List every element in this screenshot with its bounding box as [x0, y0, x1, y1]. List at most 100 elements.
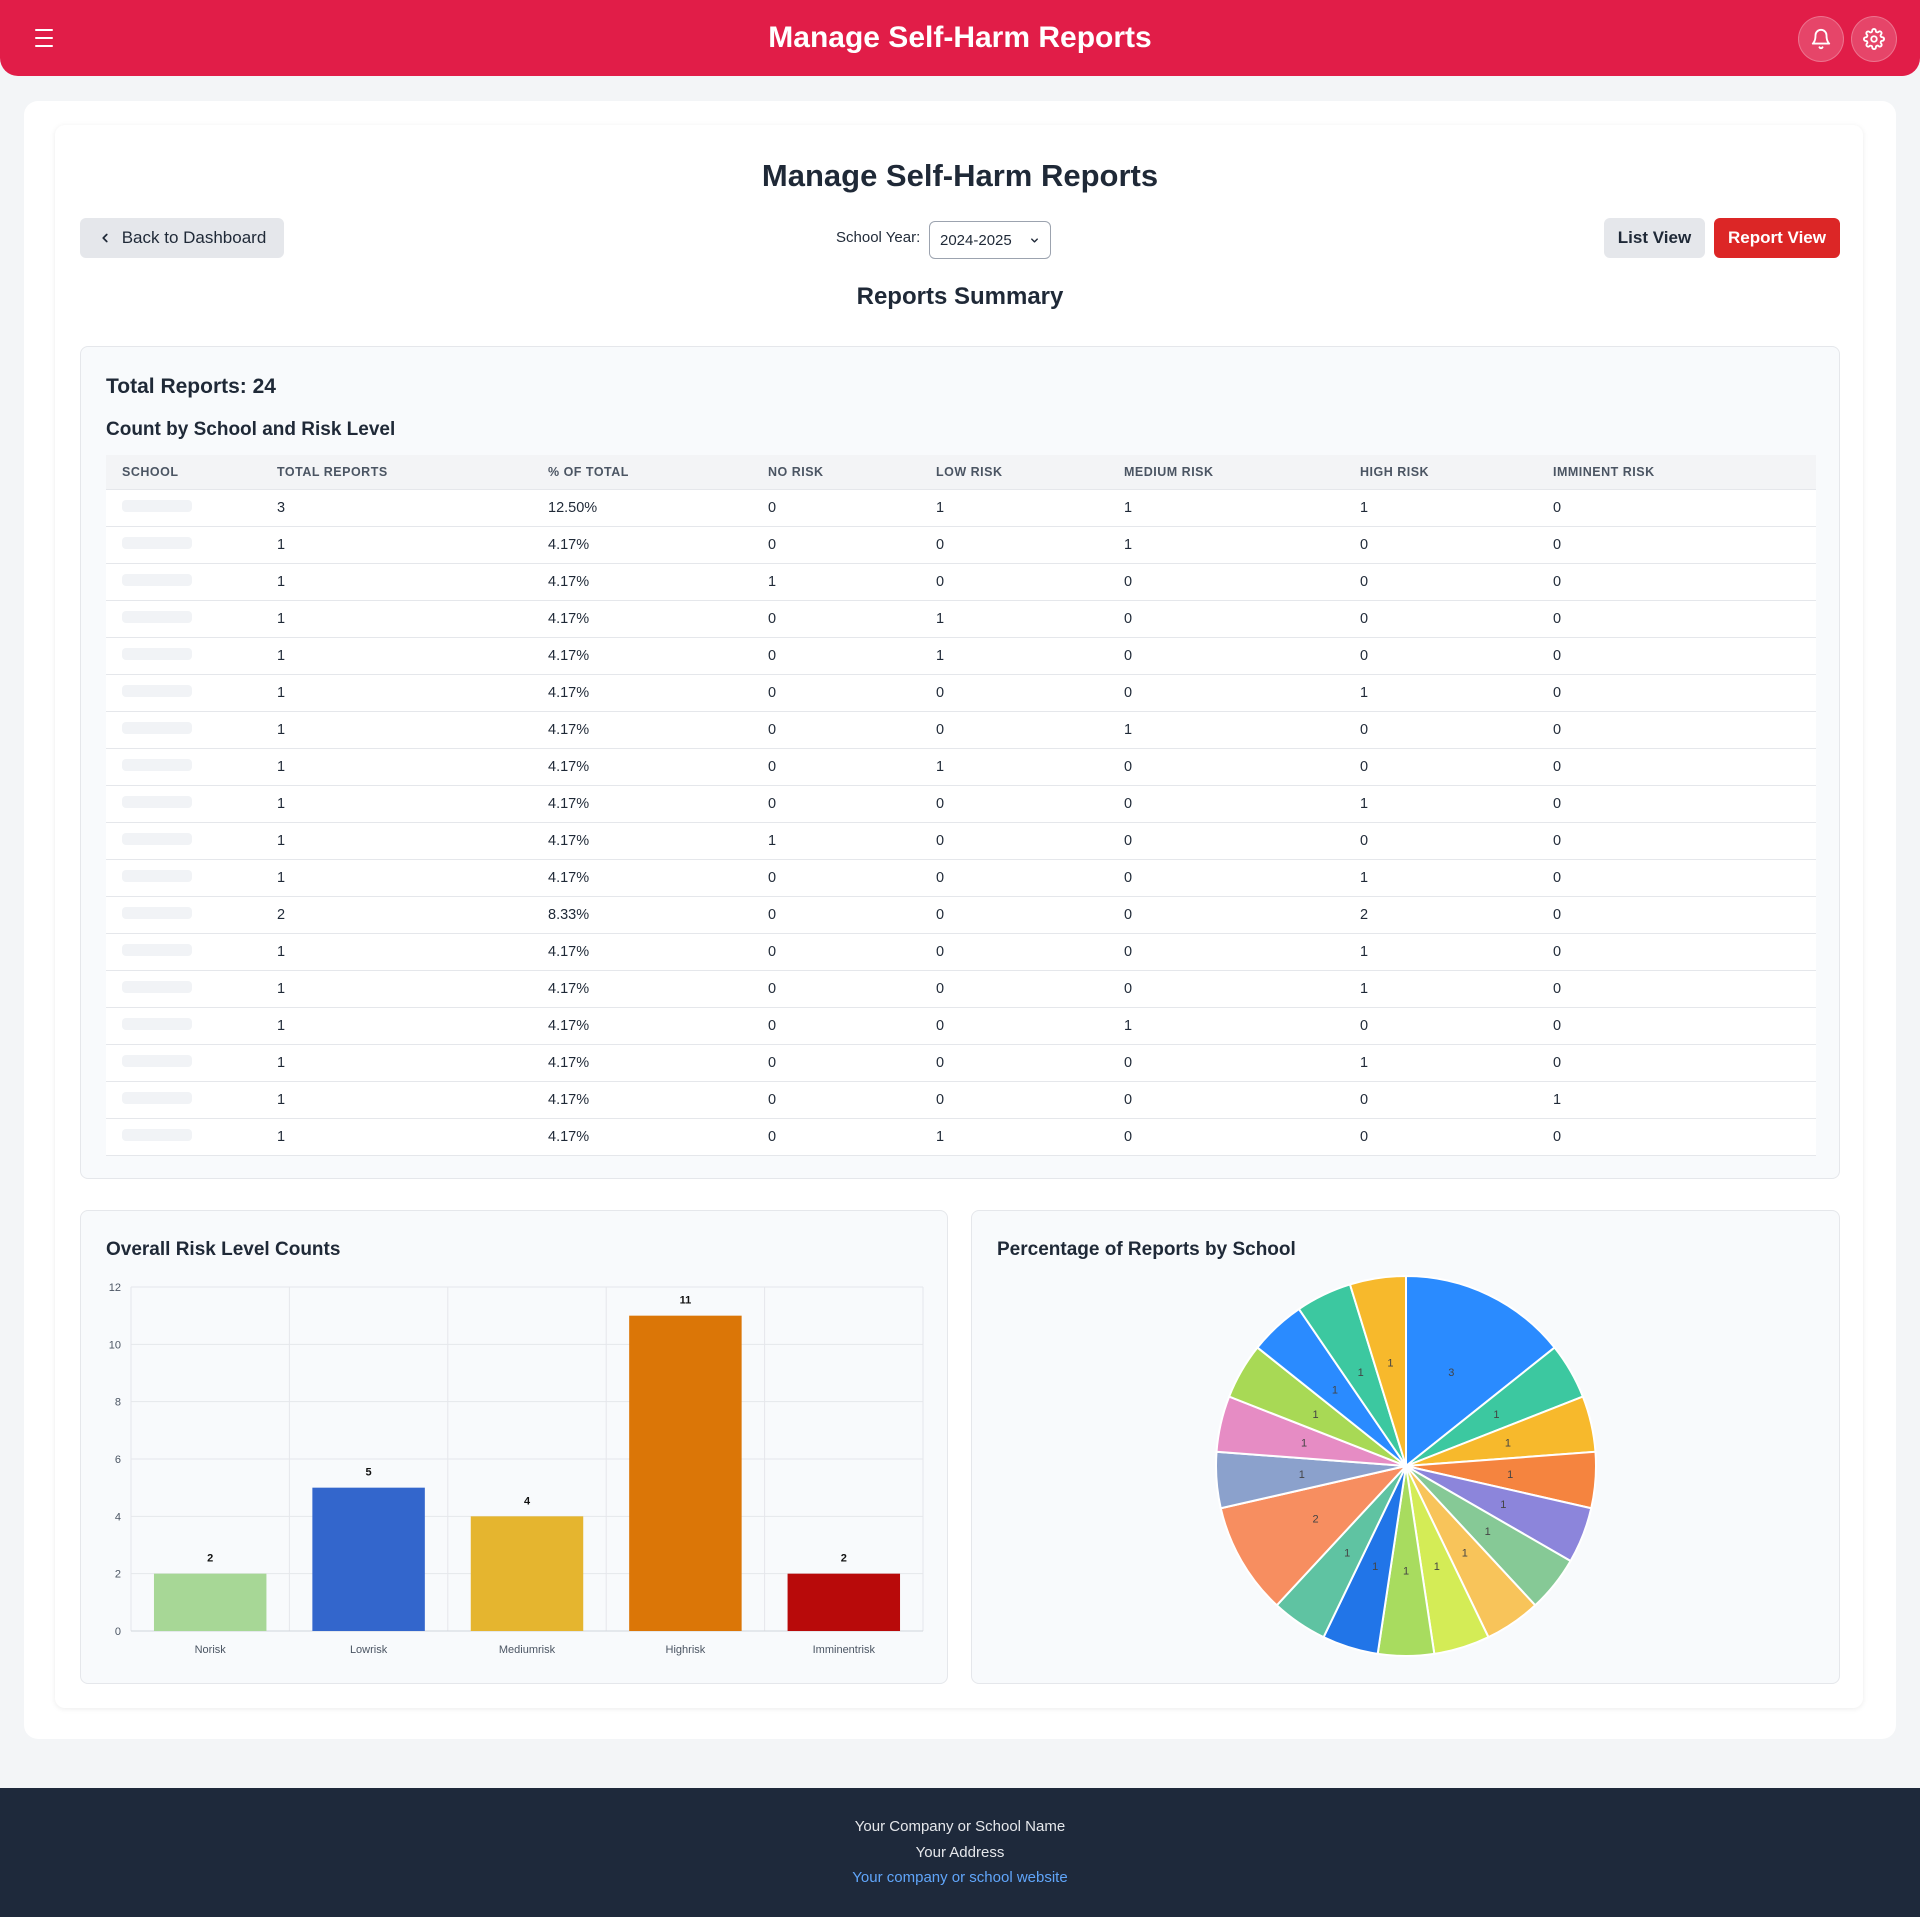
table-cell: 1 [1553, 1081, 1816, 1119]
table-cell: 1 [277, 674, 548, 712]
table-cell: 0 [768, 785, 936, 823]
table-cell: 0 [1124, 859, 1360, 897]
table-row: 1 4.17% 0 0 0 0 1 [106, 1081, 1816, 1119]
column-header[interactable]: LOW RISK [936, 455, 1124, 490]
table-cell: 0 [768, 933, 936, 971]
settings-button[interactable] [1851, 16, 1897, 62]
table-cell: 1 [277, 822, 548, 860]
table-cell: 0 [768, 637, 936, 675]
pie-slice[interactable] [1348, 1274, 1407, 1467]
table-cell: 4.17% [548, 1007, 768, 1045]
pie-slice[interactable] [1219, 1464, 1409, 1607]
pie-slice-label: 1 [1299, 1469, 1305, 1481]
table-row: 1 4.17% 1 0 0 0 0 [106, 563, 1816, 601]
footer-website-link[interactable]: Your company or school website [852, 1869, 1068, 1886]
x-tick-label: Lowrisk [350, 1644, 388, 1656]
table-cell: 0 [936, 1081, 1124, 1119]
table-cell: 0 [1124, 563, 1360, 601]
table-cell: 0 [768, 711, 936, 749]
bar-imminentrisk[interactable] [787, 1573, 901, 1631]
school-name-redacted [122, 833, 192, 845]
table-cell: 0 [936, 674, 1124, 712]
pie-slice[interactable] [1405, 1274, 1556, 1469]
table-cell: 1 [277, 859, 548, 897]
table-cell: 1 [1124, 489, 1360, 527]
page-title: Manage Self-Harm Reports [761, 158, 1159, 193]
column-header[interactable]: IMMINENT RISK [1553, 455, 1816, 490]
report-view-button[interactable]: Report View [1714, 218, 1840, 258]
chevron-left-icon [102, 233, 108, 243]
table-cell: 0 [1553, 1118, 1816, 1156]
column-header[interactable]: NO RISK [768, 455, 936, 490]
table-cell: 0 [936, 970, 1124, 1008]
table-cell: 1 [1124, 1007, 1360, 1045]
table-cell: 0 [1553, 600, 1816, 638]
bar-lowrisk[interactable] [312, 1487, 425, 1631]
table-cell: 1 [936, 489, 1124, 527]
list-view-button[interactable]: List View [1604, 218, 1705, 258]
bar-mediumrisk[interactable] [470, 1516, 584, 1631]
table-cell: 0 [936, 859, 1124, 897]
table-row: 1 4.17% 0 1 0 0 0 [106, 637, 1816, 675]
school-name-cell [106, 1044, 277, 1082]
table-cell: 0 [1360, 600, 1553, 638]
pie-slice-label: 1 [1462, 1547, 1468, 1559]
school-risk-table: SCHOOL TOTAL REPORTS % OF TOTAL NO RISK … [106, 455, 1816, 1156]
table-cell: 0 [1553, 711, 1816, 749]
table-cell: 0 [1360, 1118, 1553, 1156]
column-header[interactable]: % OF TOTAL [548, 455, 768, 490]
pie-slice-label: 1 [1387, 1358, 1393, 1370]
table-cell: 0 [936, 711, 1124, 749]
bar-norisk[interactable] [153, 1573, 267, 1631]
bar-highrisk[interactable] [629, 1315, 742, 1631]
bar-value-label: 2 [841, 1553, 847, 1565]
column-header[interactable]: TOTAL REPORTS [277, 455, 548, 490]
table-cell: 1 [277, 526, 548, 564]
bar-value-label: 4 [524, 1495, 531, 1507]
y-tick-label: 8 [115, 1397, 121, 1409]
menu-icon[interactable] [30, 26, 58, 50]
table-cell: 4.17% [548, 674, 768, 712]
back-to-dashboard-button[interactable]: Back to Dashboard [80, 218, 284, 258]
table-cell: 0 [1553, 526, 1816, 564]
table-cell: 1 [277, 785, 548, 823]
table-cell: 0 [768, 600, 936, 638]
footer: Your Company or School Name Your Address… [0, 1788, 1920, 1917]
table-cell: 0 [936, 526, 1124, 564]
school-name-redacted [122, 611, 192, 623]
table-row: 1 4.17% 0 1 0 0 0 [106, 1118, 1816, 1156]
notifications-button[interactable] [1798, 16, 1844, 62]
school-year-select[interactable]: 2024-2025 [929, 221, 1051, 259]
pie-slice-label: 1 [1505, 1438, 1511, 1450]
table-cell: 4.17% [548, 711, 768, 749]
x-tick-label: Imminentrisk [813, 1644, 876, 1656]
table-cell: 0 [1124, 674, 1360, 712]
school-year-value: 2024-2025 [940, 231, 1012, 249]
bell-icon [1811, 29, 1831, 50]
school-name-redacted [122, 870, 192, 882]
school-percentage-chart-card: Percentage of Reports by School 3 1 1 1 1 1 1 1… [971, 1210, 1840, 1684]
y-tick-label: 0 [115, 1626, 121, 1638]
table-row: 1 4.17% 0 0 1 0 0 [106, 711, 1816, 749]
table-cell: 0 [1360, 563, 1553, 601]
table-cell: 0 [1553, 1044, 1816, 1082]
school-name-redacted [122, 944, 192, 956]
school-name-redacted [122, 759, 192, 771]
table-cell: 0 [1553, 637, 1816, 675]
column-header[interactable]: SCHOOL [106, 455, 277, 490]
school-name-cell [106, 637, 277, 675]
table-cell: 4.17% [548, 1044, 768, 1082]
table-cell: 0 [1553, 748, 1816, 786]
column-header[interactable]: HIGH RISK [1360, 455, 1553, 490]
school-name-redacted [122, 648, 192, 660]
pie-slice-label: 1 [1403, 1566, 1409, 1578]
pie-slice-label: 2 [1312, 1513, 1318, 1525]
column-header[interactable]: MEDIUM RISK [1124, 455, 1360, 490]
table-cell: 1 [1360, 859, 1553, 897]
table-cell: 0 [936, 563, 1124, 601]
table-cell: 4.17% [548, 526, 768, 564]
table-cell: 0 [768, 674, 936, 712]
table-row: 1 4.17% 0 1 0 0 0 [106, 748, 1816, 786]
summary-table-card: Total Reports: 24 Count by School and Ri… [80, 346, 1840, 1179]
table-cell: 1 [768, 822, 936, 860]
